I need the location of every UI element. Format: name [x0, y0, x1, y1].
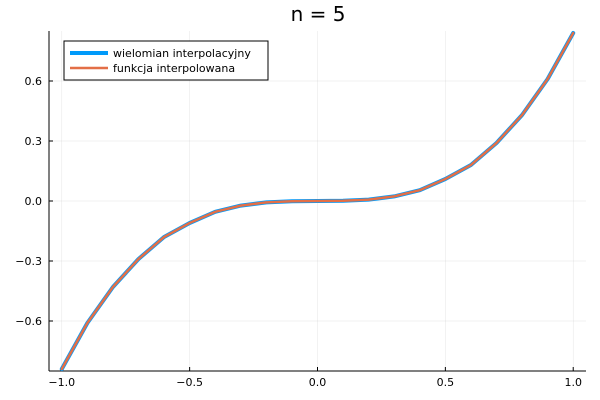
x-tick-label: −0.5	[176, 376, 203, 389]
legend-label-1: wielomian interpolacyjny	[113, 47, 251, 60]
y-tick-label: −0.3	[15, 255, 42, 268]
series-layer	[59, 31, 576, 371]
legend-label-2: funkcja interpolowana	[113, 62, 235, 75]
y-tick-label: −0.6	[15, 315, 42, 328]
y-tick-label: 0.6	[25, 75, 43, 88]
legend: wielomian interpolacyjny funkcja interpol…	[63, 40, 269, 81]
y-tick-label: 0.0	[25, 195, 43, 208]
x-tick-label: −1.0	[48, 376, 75, 389]
chart-title: n = 5	[291, 2, 346, 26]
series-line-2	[60, 31, 575, 371]
axes: −1.0 −0.5 0.0 0.5 1.0 −0.6 −0.3 0.0 0.3 0.6	[15, 31, 586, 389]
x-tick-label: 0.0	[309, 376, 327, 389]
x-tick-label: 0.5	[437, 376, 455, 389]
y-tick-label: 0.3	[25, 135, 43, 148]
legend-box	[63, 40, 269, 81]
x-tick-label: 1.0	[564, 376, 582, 389]
